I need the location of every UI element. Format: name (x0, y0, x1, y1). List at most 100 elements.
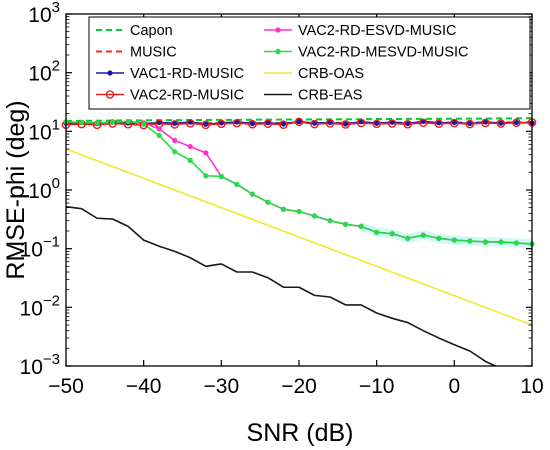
error-band (361, 221, 532, 249)
point-vac2-rd-music (170, 120, 180, 129)
point-vac2-rd-mesvd-music (311, 213, 318, 219)
point-vac1-rd-music (187, 119, 193, 125)
point-vac1-rd-music (203, 121, 209, 127)
legend-marker-vac1-rd-music (107, 70, 113, 76)
point-vac2-rd-mesvd-music (327, 218, 333, 224)
point-vac2-rd-mesvd-music (203, 173, 209, 179)
legend-label-vac1-rd-music: VAC1-RD-MUSIC (130, 66, 244, 82)
series-line-crb-eas (65, 205, 496, 367)
point-vac2-rd-mesvd-music (451, 237, 457, 243)
point-vac2-rd-mesvd-music (125, 118, 131, 125)
point-vac2-rd-mesvd-music (187, 157, 193, 163)
x-tick-label: −50 (48, 375, 84, 398)
point-vac2-rd-mesvd-music (358, 223, 364, 229)
point-vac2-rd-esvd-music (187, 143, 193, 150)
point-vac2-rd-mesvd-music (110, 119, 116, 125)
x-tick-label: −30 (204, 375, 240, 398)
x-tick-label: −20 (281, 375, 317, 398)
x-tick-label: −10 (359, 375, 395, 398)
point-vac2-rd-music (232, 118, 242, 128)
point-vac2-rd-mesvd-music (405, 235, 411, 241)
point-vac2-rd-mesvd-music (156, 132, 162, 139)
series-line-vac2-rd-esvd-music (65, 120, 533, 245)
point-vac1-rd-music (482, 119, 488, 125)
legend-box (88, 16, 531, 110)
point-vac2-rd-mesvd-music (234, 181, 240, 187)
point-vac2-rd-music (185, 119, 195, 128)
x-axis-title: SNR (dB) (247, 419, 354, 447)
legend-label-vac2-rd-mesvd-music: VAC2-RD-MESVD-MUSIC (298, 45, 469, 61)
point-vac2-rd-music (294, 117, 304, 127)
point-vac2-rd-mesvd-music (280, 206, 287, 212)
point-vac2-rd-mesvd-music (141, 121, 147, 127)
point-vac1-rd-music (172, 120, 178, 126)
y-tick-label: 10−3 (20, 351, 60, 379)
y-tick-label: 10−2 (20, 292, 60, 320)
point-vac2-rd-music (387, 119, 397, 128)
point-vac2-rd-music (450, 118, 459, 128)
legend-label-crb-oas: CRB-OAS (298, 66, 364, 82)
x-tick-label: 10 (520, 375, 543, 398)
point-vac1-rd-music (327, 119, 333, 126)
x-tick-label: 0 (448, 375, 460, 398)
point-vac2-rd-mesvd-music (467, 238, 473, 244)
point-vac2-rd-mesvd-music (420, 232, 426, 238)
point-vac2-rd-mesvd-music (482, 239, 488, 245)
legend-label-vac2-rd-esvd-music: VAC2-RD-ESVD-MUSIC (298, 23, 456, 39)
point-vac2-rd-mesvd-music (436, 235, 442, 241)
point-vac2-rd-music (418, 118, 428, 128)
point-vac2-rd-mesvd-music (218, 173, 224, 180)
legend-label-crb-eas: CRB-EAS (298, 88, 362, 104)
point-vac1-rd-music (374, 120, 380, 126)
x-tick-label: −40 (126, 375, 162, 398)
point-vac2-rd-music (263, 119, 273, 128)
point-vac1-rd-music (311, 120, 318, 126)
legend-marker-vac2-rd-music (105, 90, 115, 99)
point-vac1-rd-music (358, 119, 364, 125)
point-vac1-rd-music (234, 119, 240, 125)
point-vac1-rd-music (405, 121, 411, 127)
point-vac1-rd-music (265, 120, 271, 126)
point-vac2-rd-mesvd-music (389, 231, 395, 237)
point-vac2-rd-music (325, 119, 335, 128)
point-vac2-rd-music (481, 118, 490, 128)
axes: −50 −40 −30 −20 −10 0 10 10−3 10−2 10−1 100 101 102 1… (20, 0, 544, 398)
point-vac1-rd-music (498, 120, 504, 126)
point-vac2-rd-music (434, 119, 444, 128)
point-vac2-rd-mesvd-music (498, 239, 504, 245)
point-vac1-rd-music (280, 121, 287, 127)
point-vac2-rd-mesvd-music (249, 191, 255, 197)
point-vac1-rd-music (343, 121, 349, 127)
series-line-crb-oas (65, 148, 533, 326)
point-vac2-rd-music (310, 119, 319, 129)
legend-marker-vac2-rd-esvd-music (275, 27, 281, 33)
series-line-vac2-rd-mesvd-music (65, 120, 533, 245)
y-tick-label: 103 (28, 0, 60, 27)
point-vac2-rd-music (372, 119, 381, 129)
legend-label-capon: Capon (130, 23, 173, 39)
y-tick-label: 101 (28, 116, 60, 144)
y-tick-label: 100 (28, 175, 60, 203)
point-vac2-rd-mesvd-music (374, 229, 380, 235)
point-vac2-rd-music (496, 119, 506, 128)
point-vac2-rd-esvd-music (156, 126, 162, 132)
point-vac1-rd-music (249, 120, 255, 127)
point-vac2-rd-mesvd-music (296, 208, 302, 215)
point-vac2-rd-mesvd-music (94, 120, 100, 126)
point-vac1-rd-music (451, 119, 457, 125)
point-vac1-rd-music (513, 119, 520, 126)
bands-layer (361, 221, 532, 249)
point-vac2-rd-music (217, 119, 226, 129)
point-vac1-rd-music (218, 120, 224, 126)
point-vac1-rd-music (389, 119, 395, 125)
point-vac2-rd-music (279, 120, 288, 129)
point-vac2-rd-esvd-music (172, 137, 178, 144)
point-vac1-rd-music (467, 120, 473, 127)
point-vac1-rd-music (296, 118, 302, 125)
point-vac2-rd-mesvd-music (172, 149, 178, 155)
legend: Capon MUSIC VAC1-RD-MUSIC VAC2-RD-MUSIC VAC2… (88, 16, 531, 110)
y-tick-label: 10−1 (20, 234, 60, 262)
y-tick-label: 102 (28, 58, 60, 86)
point-vac2-rd-music (248, 119, 257, 129)
